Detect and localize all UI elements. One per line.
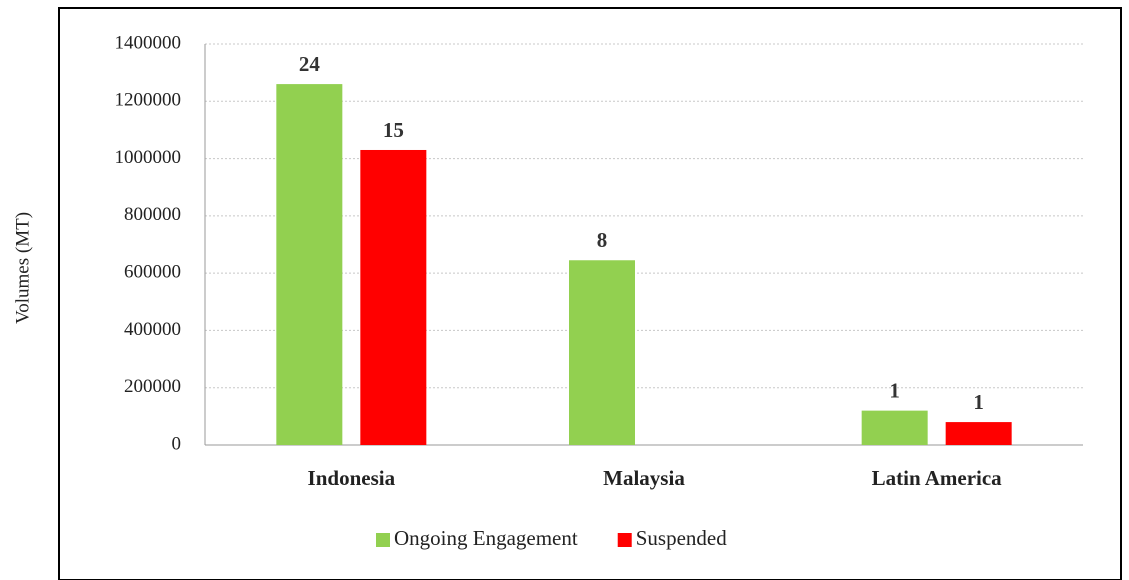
data-label: 8 <box>597 228 608 252</box>
y-tick-label: 0 <box>172 433 182 454</box>
bar <box>569 260 635 445</box>
bar <box>861 410 928 445</box>
y-tick-label: 400000 <box>124 319 181 340</box>
x-tick-label: Indonesia <box>308 466 396 490</box>
legend-swatch <box>376 533 390 547</box>
data-label: 24 <box>299 52 321 76</box>
y-axis-label: Volumes (MT) <box>12 212 33 324</box>
chart-border <box>58 7 1122 580</box>
legend-label: Ongoing Engagement <box>394 526 578 550</box>
bar <box>945 422 1012 445</box>
x-tick-label: Malaysia <box>603 466 685 490</box>
x-tick-label: Latin America <box>872 466 1003 490</box>
bar <box>276 84 343 445</box>
data-label: 1 <box>973 390 984 414</box>
y-tick-label: 800000 <box>124 204 181 225</box>
legend-label: Suspended <box>636 526 727 550</box>
bar <box>360 149 427 445</box>
y-tick-label: 1400000 <box>115 32 182 53</box>
legend-swatch <box>617 533 632 547</box>
y-tick-label: 1200000 <box>115 90 182 111</box>
data-label: 1 <box>889 378 900 402</box>
y-tick-label: 1000000 <box>115 147 182 168</box>
y-tick-label: 200000 <box>124 376 181 397</box>
y-tick-label: 600000 <box>124 262 181 283</box>
data-label: 15 <box>383 118 404 142</box>
